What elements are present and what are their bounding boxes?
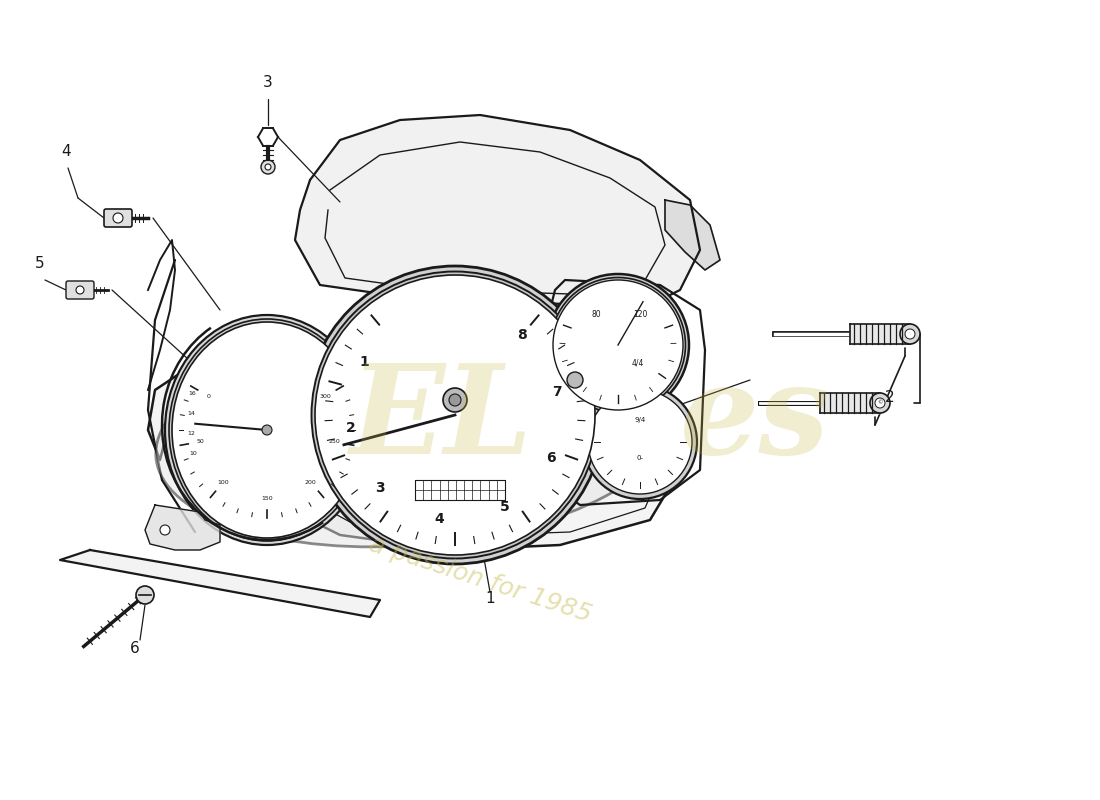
Circle shape xyxy=(874,398,886,408)
Text: 3: 3 xyxy=(375,482,385,495)
Ellipse shape xyxy=(172,322,362,538)
Text: 4/4: 4/4 xyxy=(631,358,645,367)
Text: EL: EL xyxy=(350,359,534,481)
Ellipse shape xyxy=(583,385,697,499)
Text: 0-: 0- xyxy=(637,455,644,461)
Circle shape xyxy=(443,388,468,412)
Circle shape xyxy=(870,393,890,413)
Polygon shape xyxy=(145,505,220,550)
Text: 7: 7 xyxy=(552,385,562,398)
Text: 120: 120 xyxy=(632,310,647,319)
Text: 5: 5 xyxy=(500,500,510,514)
Text: 150: 150 xyxy=(261,495,273,501)
Text: 0: 0 xyxy=(206,394,210,398)
Circle shape xyxy=(905,329,915,339)
Circle shape xyxy=(76,286,84,294)
Text: 5: 5 xyxy=(35,256,45,271)
Text: 6: 6 xyxy=(546,451,556,465)
Text: 8: 8 xyxy=(518,327,527,342)
Polygon shape xyxy=(148,330,680,550)
Ellipse shape xyxy=(306,266,604,564)
Ellipse shape xyxy=(550,278,685,413)
FancyBboxPatch shape xyxy=(104,209,132,227)
Circle shape xyxy=(566,372,583,388)
Circle shape xyxy=(136,586,154,604)
Ellipse shape xyxy=(156,323,674,547)
Text: 16: 16 xyxy=(188,391,196,396)
Text: 250: 250 xyxy=(328,439,340,444)
Text: 1: 1 xyxy=(360,355,368,370)
Text: es: es xyxy=(680,359,829,481)
Text: 80: 80 xyxy=(591,310,601,319)
Ellipse shape xyxy=(588,390,692,494)
Circle shape xyxy=(160,525,170,535)
Ellipse shape xyxy=(547,274,689,416)
Text: ©: © xyxy=(878,401,882,406)
Text: 50: 50 xyxy=(196,439,204,444)
Ellipse shape xyxy=(311,271,598,558)
Ellipse shape xyxy=(165,315,368,545)
Circle shape xyxy=(900,324,920,344)
Ellipse shape xyxy=(553,280,683,410)
Text: 9/4: 9/4 xyxy=(635,417,646,423)
Circle shape xyxy=(265,164,271,170)
Text: 6: 6 xyxy=(130,641,140,656)
Text: 300: 300 xyxy=(320,394,332,398)
Text: 4: 4 xyxy=(434,512,444,526)
Circle shape xyxy=(449,394,461,406)
Circle shape xyxy=(261,160,275,174)
Circle shape xyxy=(113,213,123,223)
Text: a passion for 1985: a passion for 1985 xyxy=(365,533,594,627)
Polygon shape xyxy=(820,393,880,413)
Polygon shape xyxy=(850,324,910,344)
Text: 4: 4 xyxy=(62,144,70,159)
FancyBboxPatch shape xyxy=(66,281,94,299)
Polygon shape xyxy=(666,200,720,270)
Polygon shape xyxy=(60,550,380,617)
Text: 14: 14 xyxy=(187,411,195,416)
Text: 10: 10 xyxy=(189,451,197,456)
Text: 2: 2 xyxy=(886,390,894,406)
Text: 200: 200 xyxy=(305,479,317,485)
Text: 1: 1 xyxy=(485,591,495,606)
Text: 2: 2 xyxy=(345,421,355,435)
Ellipse shape xyxy=(315,275,595,555)
Text: 12: 12 xyxy=(187,431,195,436)
Ellipse shape xyxy=(169,319,365,541)
Circle shape xyxy=(262,425,272,435)
Polygon shape xyxy=(295,115,700,310)
Text: 3: 3 xyxy=(263,75,273,90)
Text: 100: 100 xyxy=(218,479,229,485)
